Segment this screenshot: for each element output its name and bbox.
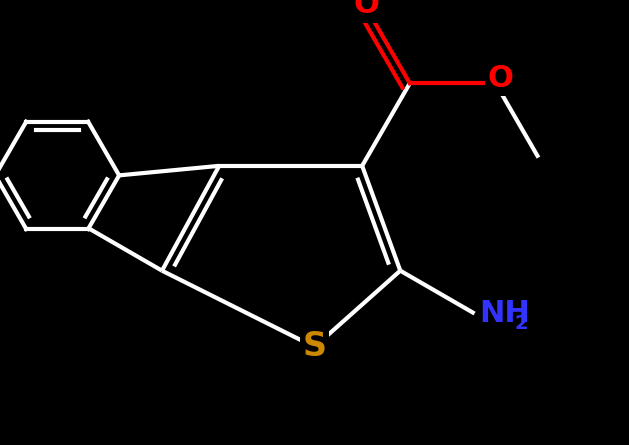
Text: O: O xyxy=(354,0,380,19)
Text: O: O xyxy=(487,64,513,93)
Text: NH: NH xyxy=(479,299,530,328)
Text: 2: 2 xyxy=(515,314,528,332)
Text: S: S xyxy=(303,331,326,364)
